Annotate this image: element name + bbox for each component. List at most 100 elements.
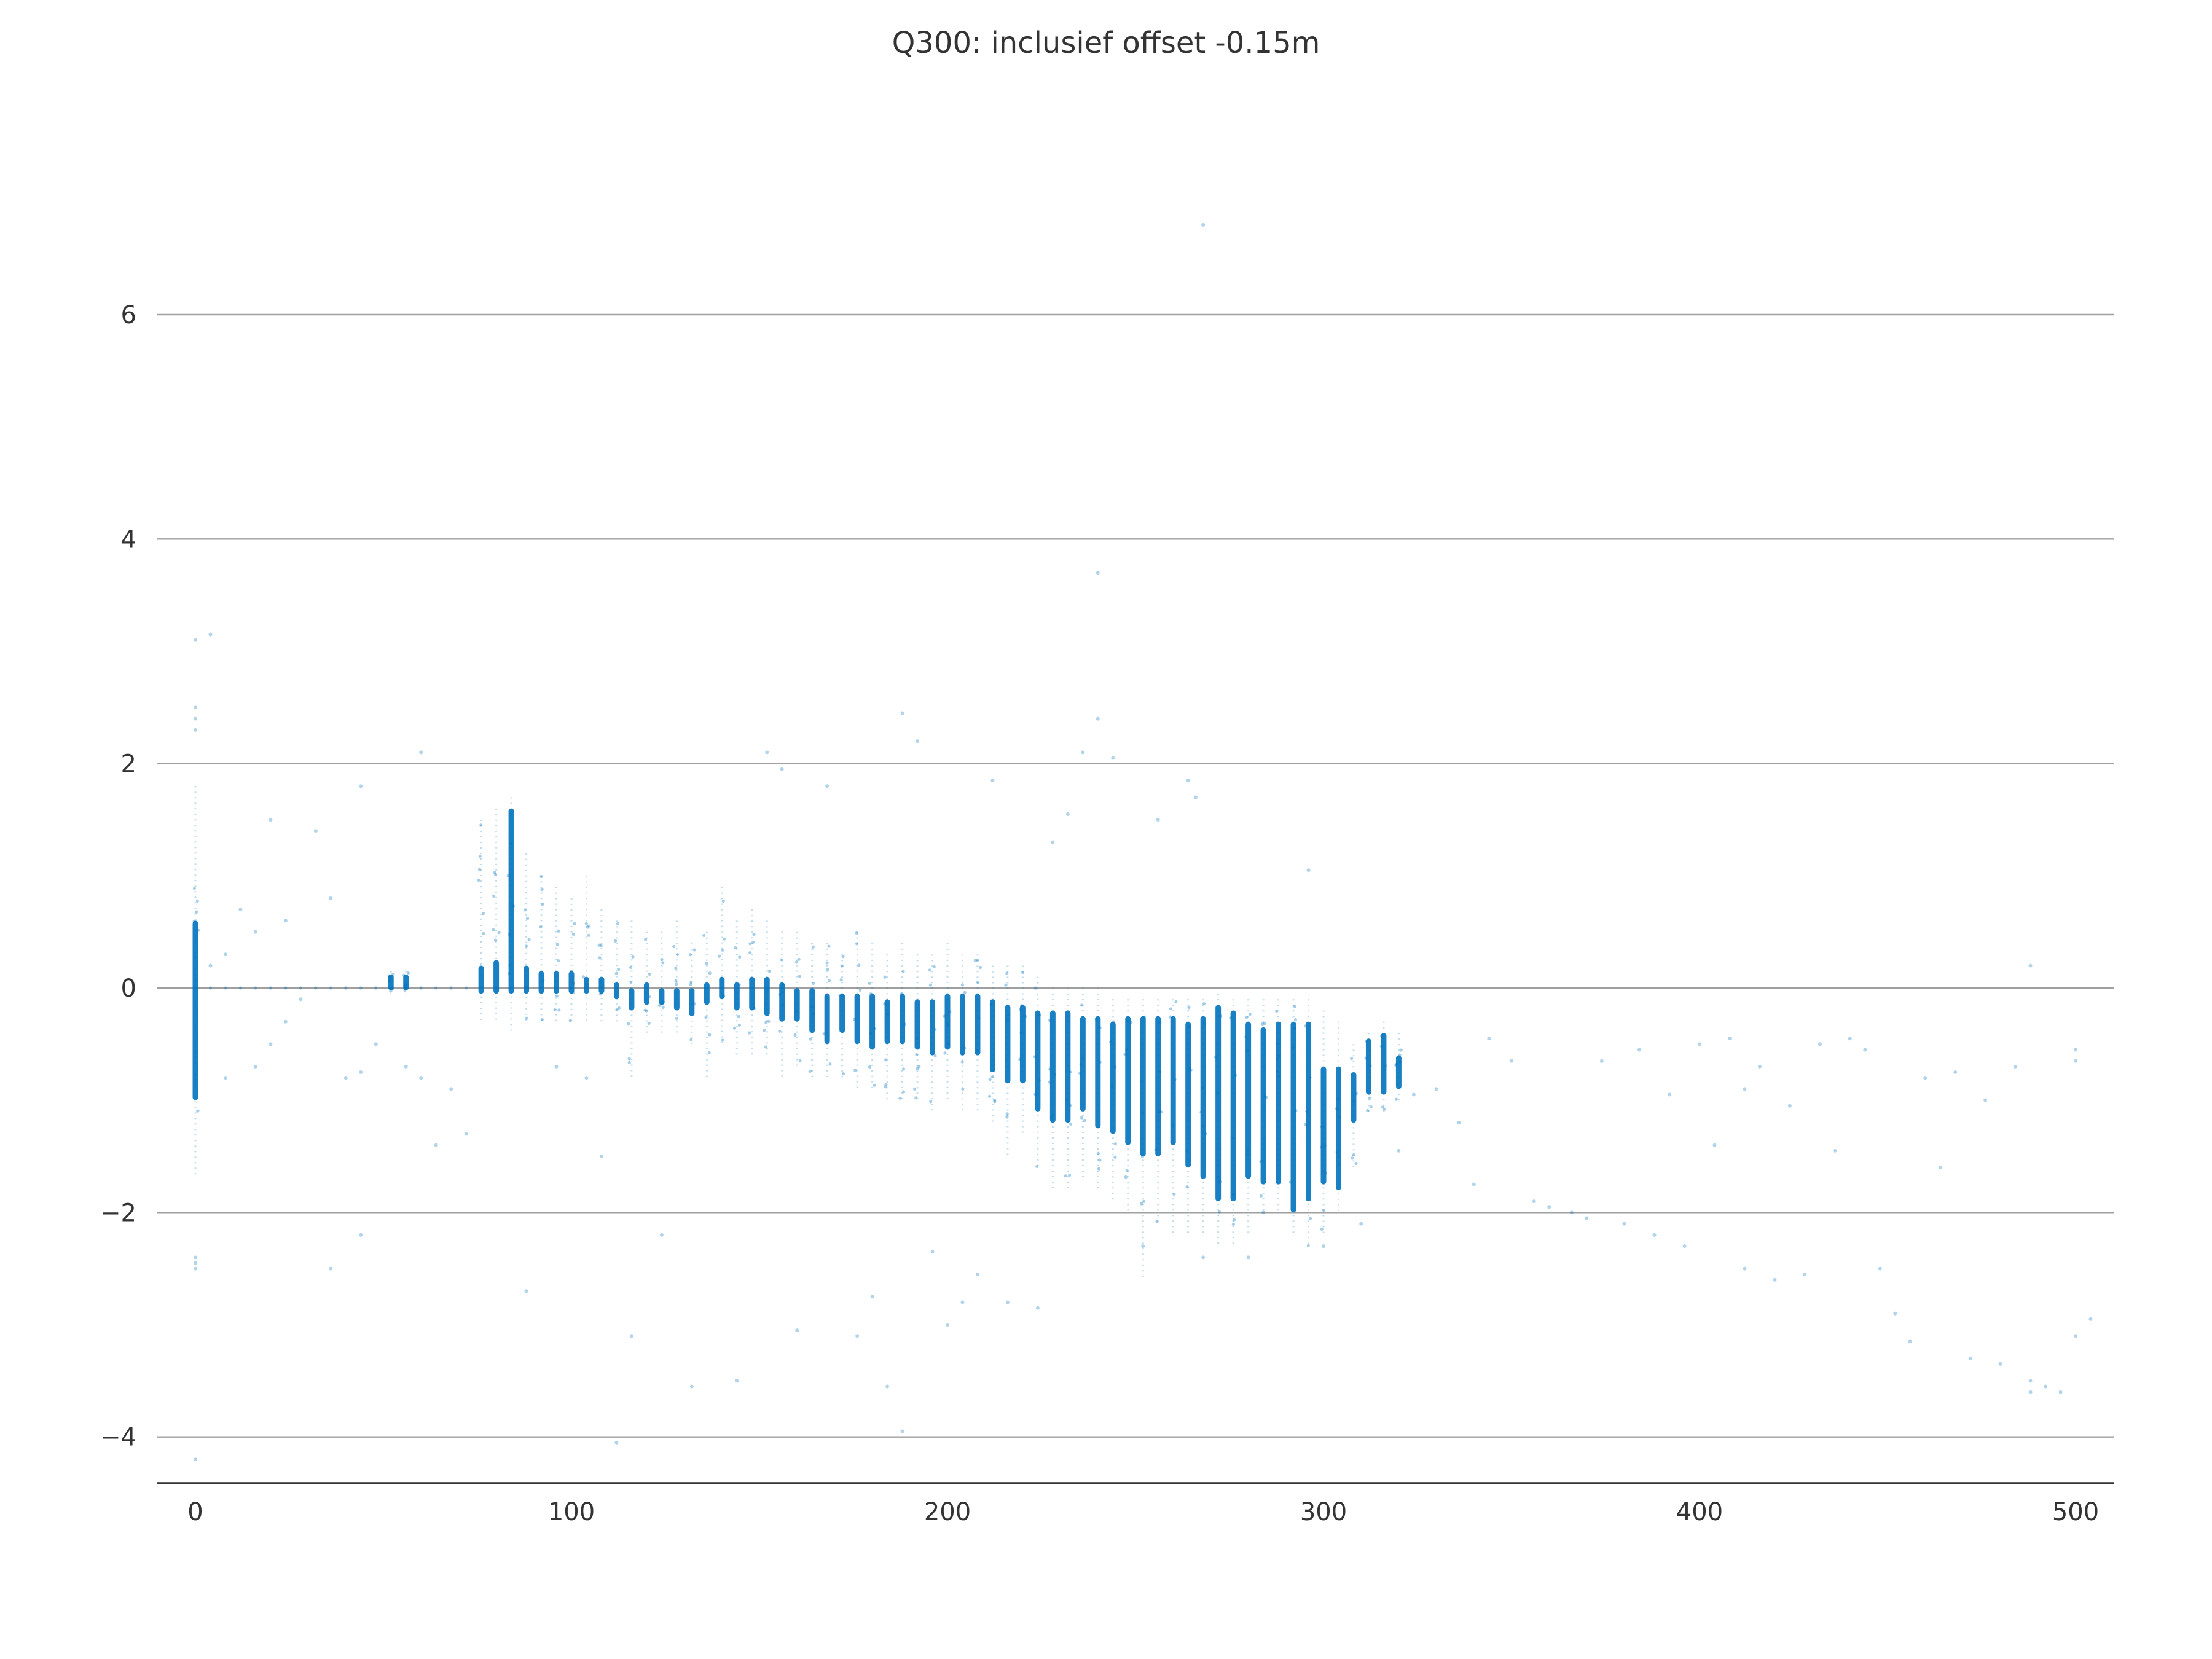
data-point [391, 987, 394, 991]
data-point [2058, 1390, 2063, 1394]
data-point [584, 1076, 589, 1080]
data-point [389, 989, 393, 993]
data-point [419, 1076, 423, 1080]
data-point [1585, 1216, 1589, 1220]
data-point [1006, 1018, 1010, 1021]
data-point [617, 968, 621, 971]
data-point [1217, 1210, 1221, 1214]
data-point [493, 871, 496, 874]
data-point [269, 1042, 273, 1046]
data-point [508, 963, 512, 967]
data-point [1142, 1015, 1147, 1019]
data-point [599, 980, 603, 984]
data-point [1261, 1210, 1266, 1215]
data-point [870, 1295, 874, 1299]
data-point [568, 1019, 572, 1022]
data-point [1053, 1073, 1056, 1077]
data-point [1320, 1145, 1324, 1149]
data-point [826, 968, 830, 971]
data-point [1112, 1020, 1115, 1024]
data-point [1155, 1220, 1159, 1223]
data-point [359, 986, 363, 990]
data-point [404, 982, 407, 986]
data-point [1187, 1025, 1191, 1029]
data-point [506, 874, 510, 877]
data-point [2014, 1064, 2018, 1069]
point-column-core [1290, 1021, 1296, 1213]
point-column-core [794, 988, 800, 1022]
data-point [2074, 1059, 2077, 1063]
data-point [601, 984, 605, 987]
data-point [660, 1002, 664, 1006]
data-point [403, 986, 407, 989]
data-point [748, 951, 752, 955]
data-point [388, 975, 392, 979]
data-point [1803, 1272, 1807, 1276]
point-column-core [884, 999, 890, 1045]
point-column-core [613, 982, 619, 1000]
data-point [752, 932, 756, 936]
data-point [1129, 1021, 1133, 1024]
data-point [586, 925, 589, 929]
data-point [1893, 1311, 1897, 1316]
point-column-core [1260, 1027, 1266, 1185]
data-point [960, 983, 964, 987]
data-point [873, 1027, 876, 1030]
data-point [1382, 1068, 1386, 1072]
data-point [284, 986, 288, 990]
data-point [525, 986, 528, 990]
data-point [752, 1006, 756, 1010]
data-point [627, 1061, 631, 1064]
data-point [960, 1300, 965, 1304]
data-point [963, 1046, 967, 1050]
data-point [916, 739, 920, 743]
data-point [1216, 1092, 1220, 1096]
data-point [858, 988, 862, 992]
data-point [978, 965, 982, 970]
point-column-core [1095, 1016, 1101, 1129]
data-point [960, 1053, 964, 1056]
data-point [795, 1328, 799, 1333]
point-column-core [1306, 1021, 1312, 1202]
data-point [778, 993, 782, 997]
data-point [313, 829, 318, 833]
data-point [631, 955, 635, 959]
data-point [1322, 1244, 1325, 1249]
data-point [930, 1250, 935, 1254]
data-point [1168, 1015, 1172, 1019]
data-point [478, 854, 482, 858]
data-point [1079, 1062, 1083, 1066]
data-point [1232, 1218, 1236, 1222]
data-point [581, 975, 586, 979]
data-point [840, 994, 844, 997]
data-point [629, 965, 633, 970]
data-point [614, 971, 618, 975]
point-column-core [1245, 1021, 1252, 1179]
data-point [597, 943, 601, 947]
data-point [1368, 1096, 1371, 1100]
data-point [647, 1021, 651, 1025]
data-point [223, 1076, 227, 1080]
data-point [1096, 571, 1100, 575]
data-point [541, 903, 544, 906]
data-point [1051, 1113, 1054, 1117]
tick-labels: −4 −2 0 2 4 6 0 100 200 300 400 500 [100, 301, 2099, 1526]
data-point [704, 1015, 708, 1019]
data-point [569, 970, 573, 973]
data-point [403, 988, 407, 992]
data-point [419, 986, 423, 990]
data-point [1350, 1057, 1354, 1061]
data-point [993, 1099, 997, 1102]
data-point [1110, 1084, 1115, 1088]
data-point [269, 986, 272, 990]
point-column-core [914, 999, 920, 1050]
data-point [661, 1005, 665, 1009]
data-point [1923, 1076, 1928, 1080]
data-point [989, 1003, 994, 1006]
point-column-core [478, 965, 484, 994]
data-point [194, 638, 197, 642]
data-point [571, 932, 575, 936]
data-point [794, 960, 799, 964]
point-column-core [1080, 1016, 1086, 1112]
point-column-core [1155, 1016, 1161, 1156]
